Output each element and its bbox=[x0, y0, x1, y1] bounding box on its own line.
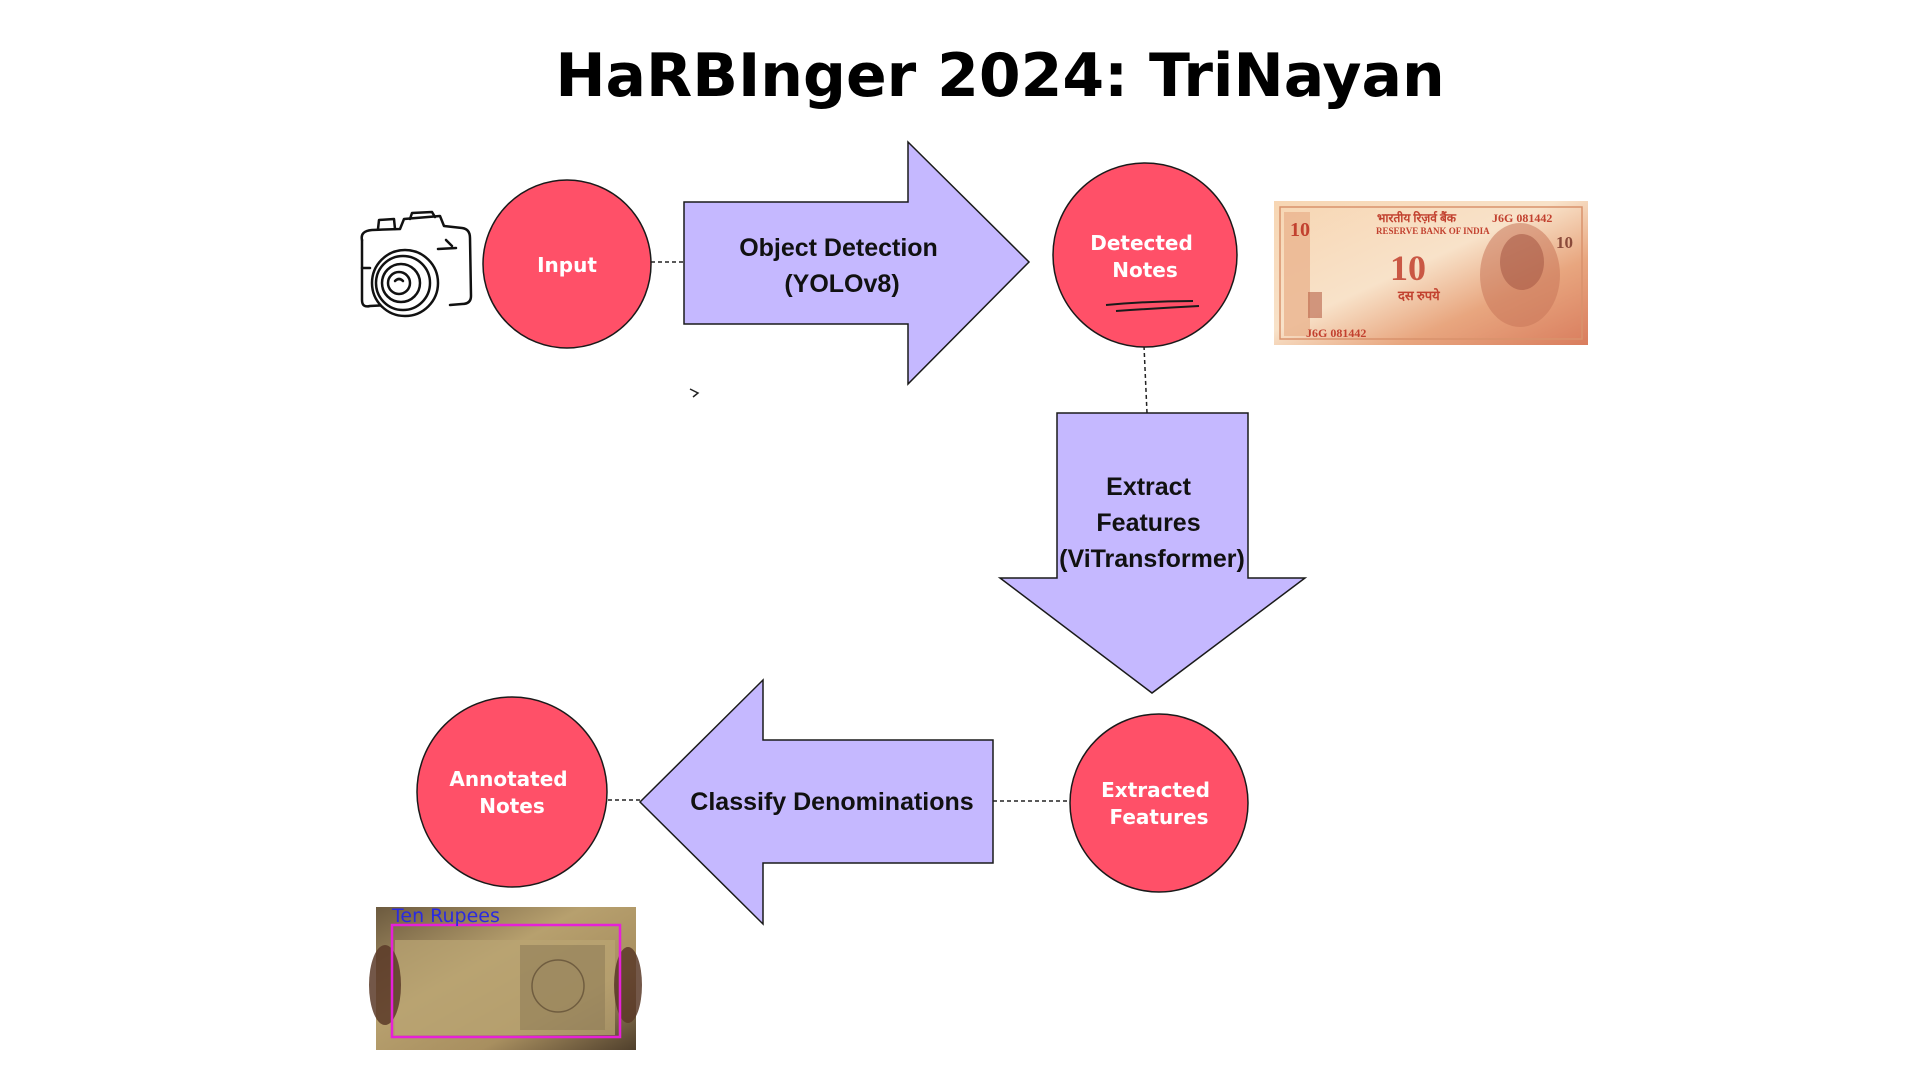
classify-denominations-label: Classify Denominations bbox=[690, 788, 973, 816]
detected-notes-node: Detected Notes bbox=[1052, 162, 1238, 348]
annotated-photo-right-hand bbox=[614, 947, 642, 1023]
extract-features-label-line-1: Extract bbox=[1106, 473, 1191, 501]
object-detection-label-line-1: Object Detection bbox=[739, 234, 938, 262]
detected-notes-underline-1 bbox=[1105, 300, 1194, 306]
note-portrait-face bbox=[1500, 234, 1544, 290]
input-node-label-line-1: Input bbox=[537, 253, 597, 277]
object-detection-label-line-2: (YOLOv8) bbox=[784, 270, 899, 298]
detection-bounding-box bbox=[390, 923, 622, 1039]
note-border bbox=[1279, 206, 1583, 340]
detected-notes-node-label-line-1: Detected bbox=[1090, 231, 1193, 255]
detected-notes-node-label-line-2: Notes bbox=[1112, 258, 1178, 282]
detected-notes-node-circle bbox=[1052, 162, 1238, 348]
extracted-features-node-label: Extracted Features bbox=[1101, 778, 1217, 829]
extracted-features-node-label-line-1: Extracted bbox=[1101, 778, 1210, 802]
object-detection-label: Object Detection (YOLOv8) bbox=[739, 234, 945, 298]
extract-features-label-line-3: (ViTransformer) bbox=[1059, 545, 1245, 573]
extract-features-arrow bbox=[997, 412, 1308, 694]
annotated-notes-node-label-line-2: Notes bbox=[479, 794, 545, 818]
note-big-denomination: 10 bbox=[1390, 248, 1426, 288]
ten-rupee-note-image: 10 भारतीय रिज़र्व बैंक RESERVE BANK OF I… bbox=[1274, 201, 1588, 345]
input-node-label: Input bbox=[537, 253, 597, 277]
annotated-note-photo: Ten Rupees bbox=[369, 905, 642, 1050]
page-title: HaRBInger 2024: TriNayan bbox=[555, 41, 1444, 111]
detected-notes-underline-2 bbox=[1115, 305, 1200, 312]
input-node: Input bbox=[482, 179, 652, 349]
extracted-features-node-label-line-2: Features bbox=[1109, 805, 1208, 829]
note-serial-bottom: J6G 081442 bbox=[1306, 326, 1366, 340]
note-right-denomination: 10 bbox=[1556, 233, 1573, 252]
connector-detected-features bbox=[1143, 345, 1148, 414]
note-bank-hindi: भारतीय रिज़र्व बैंक bbox=[1377, 211, 1457, 225]
object-detection-arrow bbox=[683, 140, 1031, 386]
note-hindi-value: दस रुपये bbox=[1397, 288, 1440, 303]
annotated-notes-node-label: Annotated Notes bbox=[449, 767, 574, 818]
stray-mark bbox=[689, 388, 700, 398]
extract-features-label: Extract Features (ViTransformer) bbox=[1059, 473, 1245, 573]
note-left-band bbox=[1284, 212, 1310, 336]
extracted-features-node: Extracted Features bbox=[1069, 713, 1249, 893]
note-bank-english: RESERVE BANK OF INDIA bbox=[1376, 226, 1490, 236]
extracted-features-node-circle bbox=[1069, 713, 1249, 893]
note-corner-denomination: 10 bbox=[1290, 219, 1310, 241]
input-node-circle bbox=[482, 179, 652, 349]
classify-denominations-arrow bbox=[638, 678, 994, 926]
annotated-photo-left-hand bbox=[369, 945, 401, 1025]
annotated-notes-node: Annotated Notes bbox=[416, 696, 608, 888]
extract-features-label-line-2: Features bbox=[1096, 509, 1200, 537]
annotated-photo-note-pattern bbox=[520, 945, 605, 1030]
annotated-notes-node-label-line-1: Annotated bbox=[449, 767, 567, 791]
note-serial-top: J6G 081442 bbox=[1492, 211, 1552, 225]
note-emblem bbox=[1308, 292, 1322, 318]
camera-icon bbox=[360, 210, 473, 318]
annotated-photo-konark-wheel bbox=[531, 959, 585, 1013]
detection-label: Ten Rupees bbox=[391, 905, 500, 927]
detected-notes-node-label: Detected Notes bbox=[1090, 231, 1200, 282]
annotated-notes-node-circle bbox=[416, 696, 608, 888]
